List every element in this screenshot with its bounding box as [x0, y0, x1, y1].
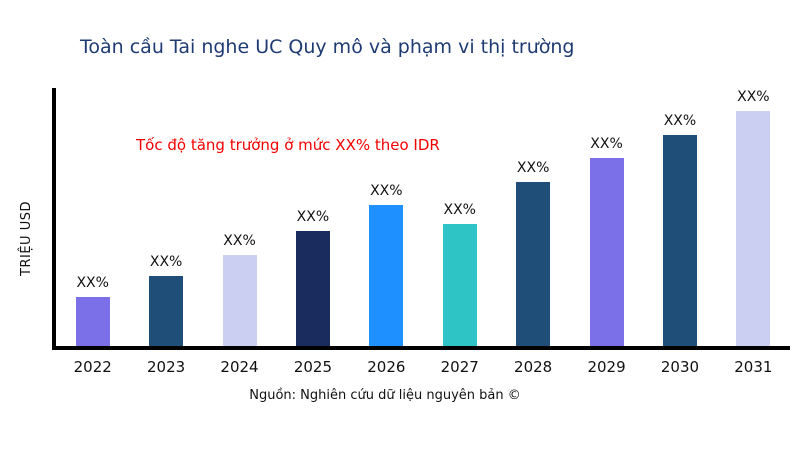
x-tick-label-2029: 2029: [587, 358, 626, 376]
bar-value-label: XX%: [443, 202, 476, 218]
bar-2022: [75, 297, 110, 346]
bar-value-label: XX%: [76, 275, 109, 291]
bar-2024: [222, 255, 257, 346]
x-tick-label-2026: 2026: [367, 358, 406, 376]
bars-row: XX% XX% XX% XX% XX% XX% XX% XX% XX% XX%: [56, 88, 790, 346]
bar-value-label: XX%: [516, 160, 550, 176]
bar-2025: [295, 231, 330, 346]
x-tick-label-2027: 2027: [440, 358, 479, 376]
bar-2031: [736, 111, 771, 346]
bar-column-2031: XX%: [717, 89, 790, 346]
x-tick-label-2028: 2028: [514, 358, 553, 376]
x-tick-label-2031: 2031: [734, 358, 773, 376]
x-axis-labels: 2022 2023 2024 2025 2026 2027 2028 2029 2030 2031: [56, 350, 790, 376]
x-tick-label-2022: 2022: [73, 358, 112, 376]
chart-title: Toàn cầu Tai nghe UC Quy mô và phạm vi t…: [80, 36, 575, 58]
plot-area: Tốc độ tăng trưởng ở mức XX% theo IDR XX…: [52, 88, 790, 350]
bar-2026: [369, 205, 404, 346]
bar-column-2023: XX%: [129, 254, 202, 346]
y-axis-label-wrap: TRIỆU USD: [0, 88, 52, 388]
bar-2028: [516, 182, 551, 346]
bar-value-label: XX%: [296, 209, 330, 225]
bar-column-2030: XX%: [643, 113, 716, 346]
bar-column-2029: XX%: [570, 136, 643, 346]
x-tick-label-2030: 2030: [660, 358, 700, 376]
bar-column-2028: XX%: [496, 160, 569, 346]
bar-value-label: XX%: [149, 254, 183, 270]
bar-column-2024: XX%: [203, 233, 276, 346]
bar-value-label: XX%: [370, 183, 403, 199]
bar-2023: [149, 276, 184, 346]
bar-column-2027: XX%: [423, 202, 496, 346]
bar-column-2026: XX%: [350, 183, 423, 346]
bar-2027: [442, 224, 477, 346]
y-axis-label: TRIỆU USD: [18, 200, 34, 276]
bar-column-2025: XX%: [276, 209, 349, 346]
bar-value-label: XX%: [590, 136, 623, 152]
source-attribution: Nguồn: Nghiên cứu dữ liệu nguyên bản ©: [249, 388, 521, 403]
x-tick-label-2024: 2024: [220, 358, 259, 376]
plot-block: Tốc độ tăng trưởng ở mức XX% theo IDR XX…: [52, 88, 800, 388]
bar-2030: [662, 135, 697, 346]
x-tick-label-2023: 2023: [147, 358, 186, 376]
growth-rate-annotation: Tốc độ tăng trưởng ở mức XX% theo IDR: [136, 136, 440, 154]
bar-value-label: XX%: [663, 113, 697, 129]
bar-value-label: XX%: [737, 89, 770, 105]
x-tick-label-2025: 2025: [293, 358, 333, 376]
bar-value-label: XX%: [223, 233, 256, 249]
bar-2029: [589, 158, 624, 346]
bar-column-2022: XX%: [56, 275, 129, 346]
chart-region: TRIỆU USD Tốc độ tăng trưởng ở mức XX% t…: [0, 88, 800, 388]
